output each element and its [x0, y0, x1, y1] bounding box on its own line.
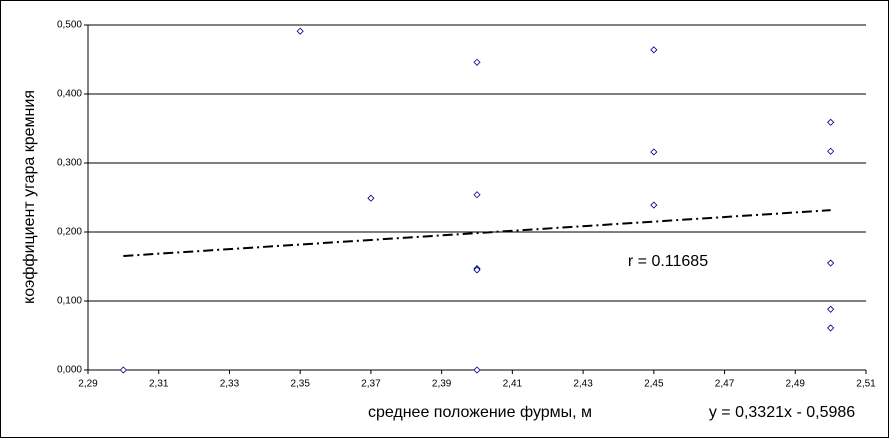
- x-tick-label: 2,45: [644, 379, 664, 390]
- x-tick-label: 2,39: [432, 379, 452, 390]
- marker: [650, 148, 658, 156]
- marker: [827, 305, 835, 313]
- marker: [827, 118, 835, 126]
- x-tick-label: 2,49: [786, 379, 806, 390]
- y-tick-label: 0,300: [57, 158, 82, 169]
- x-tick-label: 2,37: [361, 379, 381, 390]
- x-tick-label: 2,33: [220, 379, 240, 390]
- x-tick-label: 2,31: [149, 379, 169, 390]
- x-tick-label: 2,51: [856, 379, 876, 390]
- y-tick-label: 0,100: [57, 296, 82, 307]
- annotation: r = 0.11685: [628, 253, 708, 270]
- marker: [119, 366, 127, 374]
- x-tick-label: 2,29: [78, 379, 98, 390]
- marker: [650, 46, 658, 54]
- x-tick-label: 2,35: [290, 379, 310, 390]
- marker: [473, 266, 481, 274]
- y-tick-label: 0,400: [57, 89, 82, 100]
- x-axis-title: среднее положение фурмы, м: [368, 404, 592, 421]
- marker: [827, 259, 835, 267]
- trendline: [123, 209, 831, 257]
- marker: [473, 191, 481, 199]
- marker: [827, 147, 835, 155]
- y-axis-title: коэффициент угара кремния: [21, 90, 38, 304]
- x-tick-label: 2,47: [715, 379, 735, 390]
- x-tick-label: 2,43: [573, 379, 593, 390]
- marker: [473, 366, 481, 374]
- marker: [650, 201, 658, 209]
- x-tick-label: 2,41: [503, 379, 523, 390]
- y-tick-label: 0,200: [57, 227, 82, 238]
- y-tick-label: 0,500: [57, 20, 82, 31]
- trendline-equation: y = 0,3321x - 0,5986: [709, 404, 855, 421]
- marker: [827, 324, 835, 332]
- marker: [473, 58, 481, 66]
- y-tick-label: 0,000: [57, 365, 82, 376]
- marker: [367, 194, 375, 202]
- marker: [296, 27, 304, 35]
